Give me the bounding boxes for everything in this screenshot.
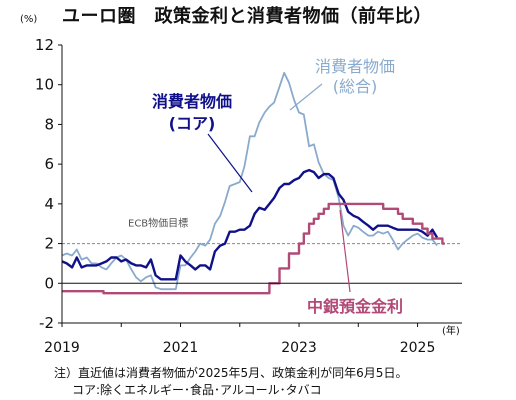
y-tick-label: 2 bbox=[44, 235, 54, 253]
x-unit-label: (年) bbox=[442, 324, 460, 337]
x-tick-label: 2019 bbox=[44, 340, 80, 356]
y-tick-label: 10 bbox=[35, 76, 54, 94]
reference-line-label: ECB物価目標 bbox=[128, 217, 188, 230]
series-label-1-line-1: 消費者物価 bbox=[315, 57, 395, 76]
x-tick-label: 2023 bbox=[281, 340, 317, 356]
y-tick-label: 4 bbox=[44, 195, 54, 213]
series-label-2-line-1: 消費者物価 bbox=[152, 92, 232, 111]
series-line-1 bbox=[61, 71, 438, 291]
series-label-2-line-2: (コア) bbox=[169, 114, 216, 133]
series-line-3 bbox=[62, 202, 445, 295]
note-line-1: 注）直近値は消費者物価が2025年5月、政策金利が同年6月5日。 bbox=[54, 366, 408, 380]
reference-layer: ECB物価目標 bbox=[62, 217, 462, 245]
note-line-2: コア:除くエネルギー･食品･アルコール･タバコ bbox=[72, 383, 322, 397]
series-label-leader-3 bbox=[339, 209, 351, 293]
series-layer bbox=[61, 71, 445, 295]
chart-title: ユーロ圏 政策金利と消費者物価（前年比） bbox=[62, 6, 432, 27]
y-unit-label: (%) bbox=[20, 14, 37, 25]
series-line-2 bbox=[61, 168, 439, 281]
y-tick-label: 6 bbox=[44, 155, 54, 173]
series-label-3-line-1: 中銀預金金利 bbox=[307, 297, 403, 316]
series-label-layer: 消費者物価(総合)消費者物価(コア)中銀預金金利 bbox=[152, 57, 403, 316]
x-tick-label: 2021 bbox=[163, 340, 199, 356]
series-label-1-line-2: (総合) bbox=[333, 77, 378, 96]
series-label-leader-2 bbox=[207, 133, 253, 193]
y-tick-label: 12 bbox=[35, 36, 54, 54]
axis-layer: -2 0 2 4 6 8 10 12 2019 2021 2023 2025 bbox=[35, 36, 462, 356]
y-tick-label: 0 bbox=[44, 274, 54, 292]
y-tick-label: 8 bbox=[44, 115, 54, 133]
x-tick-label: 2025 bbox=[400, 340, 436, 356]
y-tick-label: -2 bbox=[39, 314, 54, 332]
series-label-leader-1 bbox=[289, 83, 323, 111]
